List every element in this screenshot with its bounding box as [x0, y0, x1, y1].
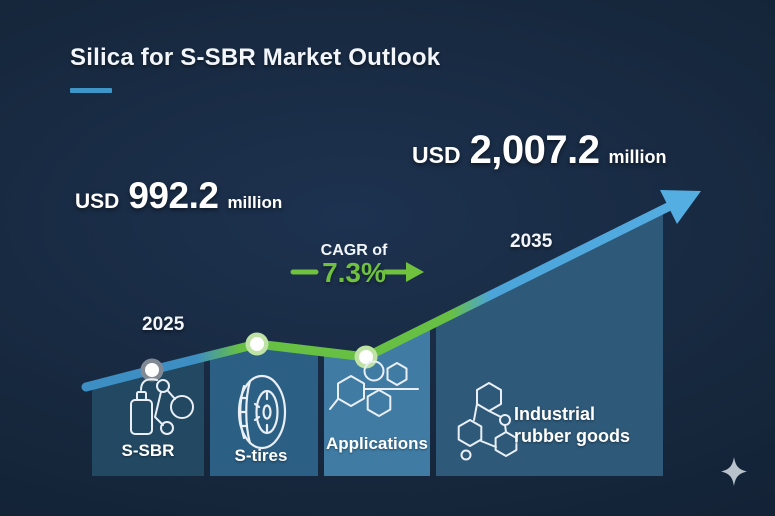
cagr-arrow-icon [382, 262, 424, 282]
polymer-flask-icon [130, 378, 194, 435]
currency-label: USD [75, 190, 120, 213]
segment-label-applications: Applications [325, 434, 428, 453]
molecule-hexagons-icon [329, 360, 419, 417]
marker-mid [245, 332, 269, 356]
amount-value: 992.2 [128, 175, 219, 216]
unit-label: million [227, 193, 283, 212]
rubber-molecules-icon [457, 382, 518, 461]
unit-label: million [608, 147, 667, 167]
sparkle-icon [721, 457, 747, 486]
year-label-2025: 2025 [142, 314, 185, 335]
marker-2025 [140, 358, 164, 382]
currency-label: USD [412, 142, 461, 168]
bar-s-sbr [92, 357, 204, 476]
segment-label-s-tires: S-tires [234, 446, 288, 465]
cagr-value: 7.3% [322, 257, 386, 288]
segment-label-industrial-rubber-goods: Industrial rubber goods [514, 404, 630, 446]
market-value-2035: USD 2,007.2 million [412, 128, 667, 173]
segment-label-s-sbr: S-SBR [121, 441, 175, 460]
title-underline [70, 88, 112, 93]
market-value-2025: USD 992.2 million [75, 175, 282, 217]
year-label-2035: 2035 [510, 231, 553, 252]
page-title: Silica for S-SBR Market Outlook [70, 44, 441, 71]
bar-applications [324, 325, 430, 476]
tire-icon [237, 374, 287, 450]
amount-value: 2,007.2 [469, 128, 600, 172]
arrow-head-icon [660, 190, 701, 224]
cagr-label: CAGR of [320, 242, 388, 259]
